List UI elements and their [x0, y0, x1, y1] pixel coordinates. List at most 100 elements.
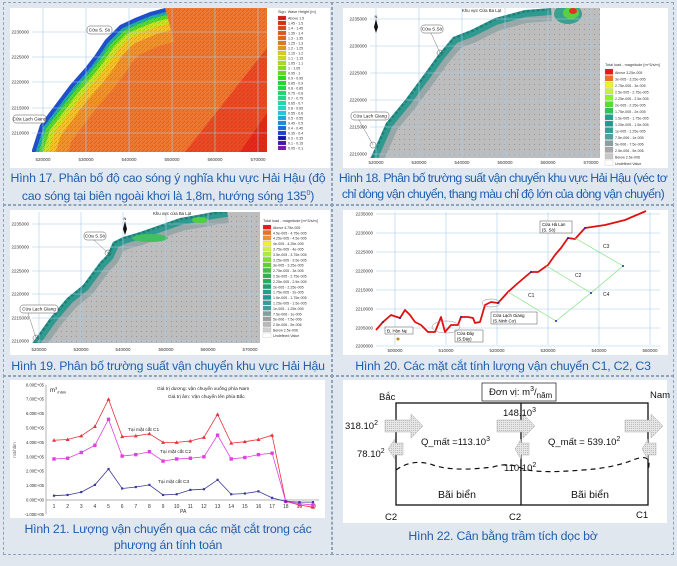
unit-label: Đơn vị: m3/năm: [489, 386, 553, 401]
legend-swatch: [277, 80, 287, 86]
data-point: [161, 459, 165, 463]
figure-17-caption: Hình 17. Phân bố độ cao sóng ý nghĩa khu…: [4, 170, 332, 204]
legend-label: Undefined Value: [273, 334, 299, 338]
x-tick-label: 530000: [540, 348, 556, 353]
legend-swatch: [262, 300, 272, 306]
y-tick-label: 2235000: [349, 17, 367, 22]
legend-label: 0.55 - 0.6: [288, 112, 303, 116]
map-label: Cửa S.Sò: [85, 233, 106, 239]
exponent: 3: [532, 407, 536, 414]
data-point: [175, 493, 178, 496]
legend-label: 1e-005 - 1.25e-005: [615, 130, 646, 134]
map-label: Cửa Lạch Giang: [493, 313, 525, 318]
coast-node: [460, 316, 462, 318]
legend-label: 1.25 - 1.3: [288, 42, 303, 46]
panel-frame-top-right: [331, 2, 674, 206]
y-tick-label: 2210000: [11, 339, 29, 344]
x-tick-label: 18: [283, 504, 289, 510]
x-tick-label: 550000: [497, 160, 513, 165]
data-point: [284, 500, 287, 503]
legend-swatch: [277, 140, 287, 146]
inflow-left: 318.102: [345, 420, 378, 432]
map-label-box: [454, 329, 484, 343]
cross-section-line: [590, 265, 624, 294]
data-point: [271, 496, 274, 499]
y-axis-title: m3/năm: [12, 442, 17, 458]
unit-text: Đơn vị:: [489, 387, 520, 399]
legend-title: Total load - magnitude [m^3/s/m]: [605, 63, 660, 67]
series-label: Tại mặt cắt C2: [160, 448, 192, 455]
unit-m: m: [50, 388, 55, 394]
land-area: [32, 212, 213, 343]
data-point: [270, 433, 275, 437]
section-label: C2: [575, 273, 582, 279]
x-tick-label: 550000: [164, 157, 180, 162]
arrow-right-icon: [496, 413, 536, 439]
data-point: [93, 443, 97, 447]
legend-label: 0.8 - 0.85: [288, 87, 303, 91]
series-line: [53, 418, 314, 506]
legend-swatch: [262, 230, 272, 235]
legend-swatch: [262, 251, 272, 257]
note-positive: Giá trị dương: vận chuyển xuống phía Nam: [157, 385, 249, 392]
y-tick-label: 0.00E+00: [26, 498, 45, 503]
legend-swatch: [262, 332, 272, 338]
y-tick-label: 2220000: [11, 292, 29, 297]
data-point: [257, 490, 260, 493]
data-point: [297, 501, 302, 506]
legend-label: 1.15 - 1.2: [288, 52, 303, 56]
map-label-box: [384, 326, 414, 335]
legend-label: 0.05 - 0.1: [288, 147, 303, 151]
arrow-right-icon: [384, 413, 424, 439]
outflow-left: 78.102: [357, 448, 385, 460]
x-tick-label: 550000: [158, 347, 174, 352]
caption-line: Hình 21. Lượng vận chuyển qua các mặt cắ…: [24, 522, 312, 536]
data-point: [80, 490, 83, 494]
legend-swatch: [262, 284, 272, 289]
legend-title: Sign. Wave Height [m]: [278, 10, 316, 14]
x-tick-label: 560000: [200, 347, 216, 352]
data-point: [188, 438, 193, 443]
wave-height-map: 2230000 2225000 2220000 2215000 2210000 52000…: [11, 8, 316, 162]
legend-label: 2e-005 - 2.25e-005: [615, 104, 646, 108]
y-tick-label: 8.00E+05: [26, 382, 45, 387]
legend-swatch: [277, 85, 287, 91]
x-tick-label: 540000: [115, 347, 131, 352]
outflow-middle: 110.102: [504, 462, 536, 474]
exponent: 2: [374, 420, 378, 427]
legend-swatch: [604, 140, 614, 147]
y-tick-label: 2210000: [355, 307, 373, 312]
legend-swatch: [604, 159, 614, 166]
section-endpoint: [622, 265, 624, 267]
map-label: Cửa Đáy: [457, 331, 475, 336]
data-point: [79, 450, 83, 455]
legend-label: 4.25e-005 - 4.5e-005: [273, 237, 307, 241]
legend-swatch: [277, 50, 287, 56]
caption-text: cao sóng tại biên ngoài khơi là 1,8m, hư…: [21, 189, 307, 204]
legend-swatch: [262, 278, 272, 284]
legend-swatch: [604, 101, 614, 108]
shoreline-dashed: [395, 457, 650, 473]
panel-frame-bottom-right: [331, 375, 674, 555]
legend-label: 7.5e-006 - 1e-005: [273, 312, 302, 316]
north-label: N: [124, 216, 127, 221]
arrow-right-icon: [624, 413, 664, 439]
loss-left: Q_mất =113.103: [421, 436, 490, 448]
caption-line: Hình 17. Phân bố độ cao sóng ý nghĩa khu…: [10, 171, 326, 185]
x-tick-label: 550000: [642, 348, 658, 353]
data-point: [52, 457, 56, 461]
legend-label: 2.75e-005 - 3e-005: [615, 84, 646, 88]
legend-swatch: [262, 241, 272, 246]
caption-text: ): [310, 189, 315, 204]
section-label: C3: [603, 244, 610, 250]
value: 110.10: [504, 463, 533, 475]
data-point: [311, 503, 315, 507]
beach-label: Bãi biển: [571, 489, 609, 501]
data-point: [174, 440, 179, 444]
transport-line-chart: m3/năm 8.00E+057.00E+056.00E+055.00E+054…: [12, 382, 319, 517]
legend-label: 0.85 - 0.9: [288, 82, 303, 86]
map-label-box: [12, 114, 47, 124]
unit-box: [481, 382, 557, 402]
legend-label: 3.75e-005 - 4e-005: [273, 248, 304, 252]
legend-label: 3e-005 - 3.25e-005: [615, 78, 646, 82]
